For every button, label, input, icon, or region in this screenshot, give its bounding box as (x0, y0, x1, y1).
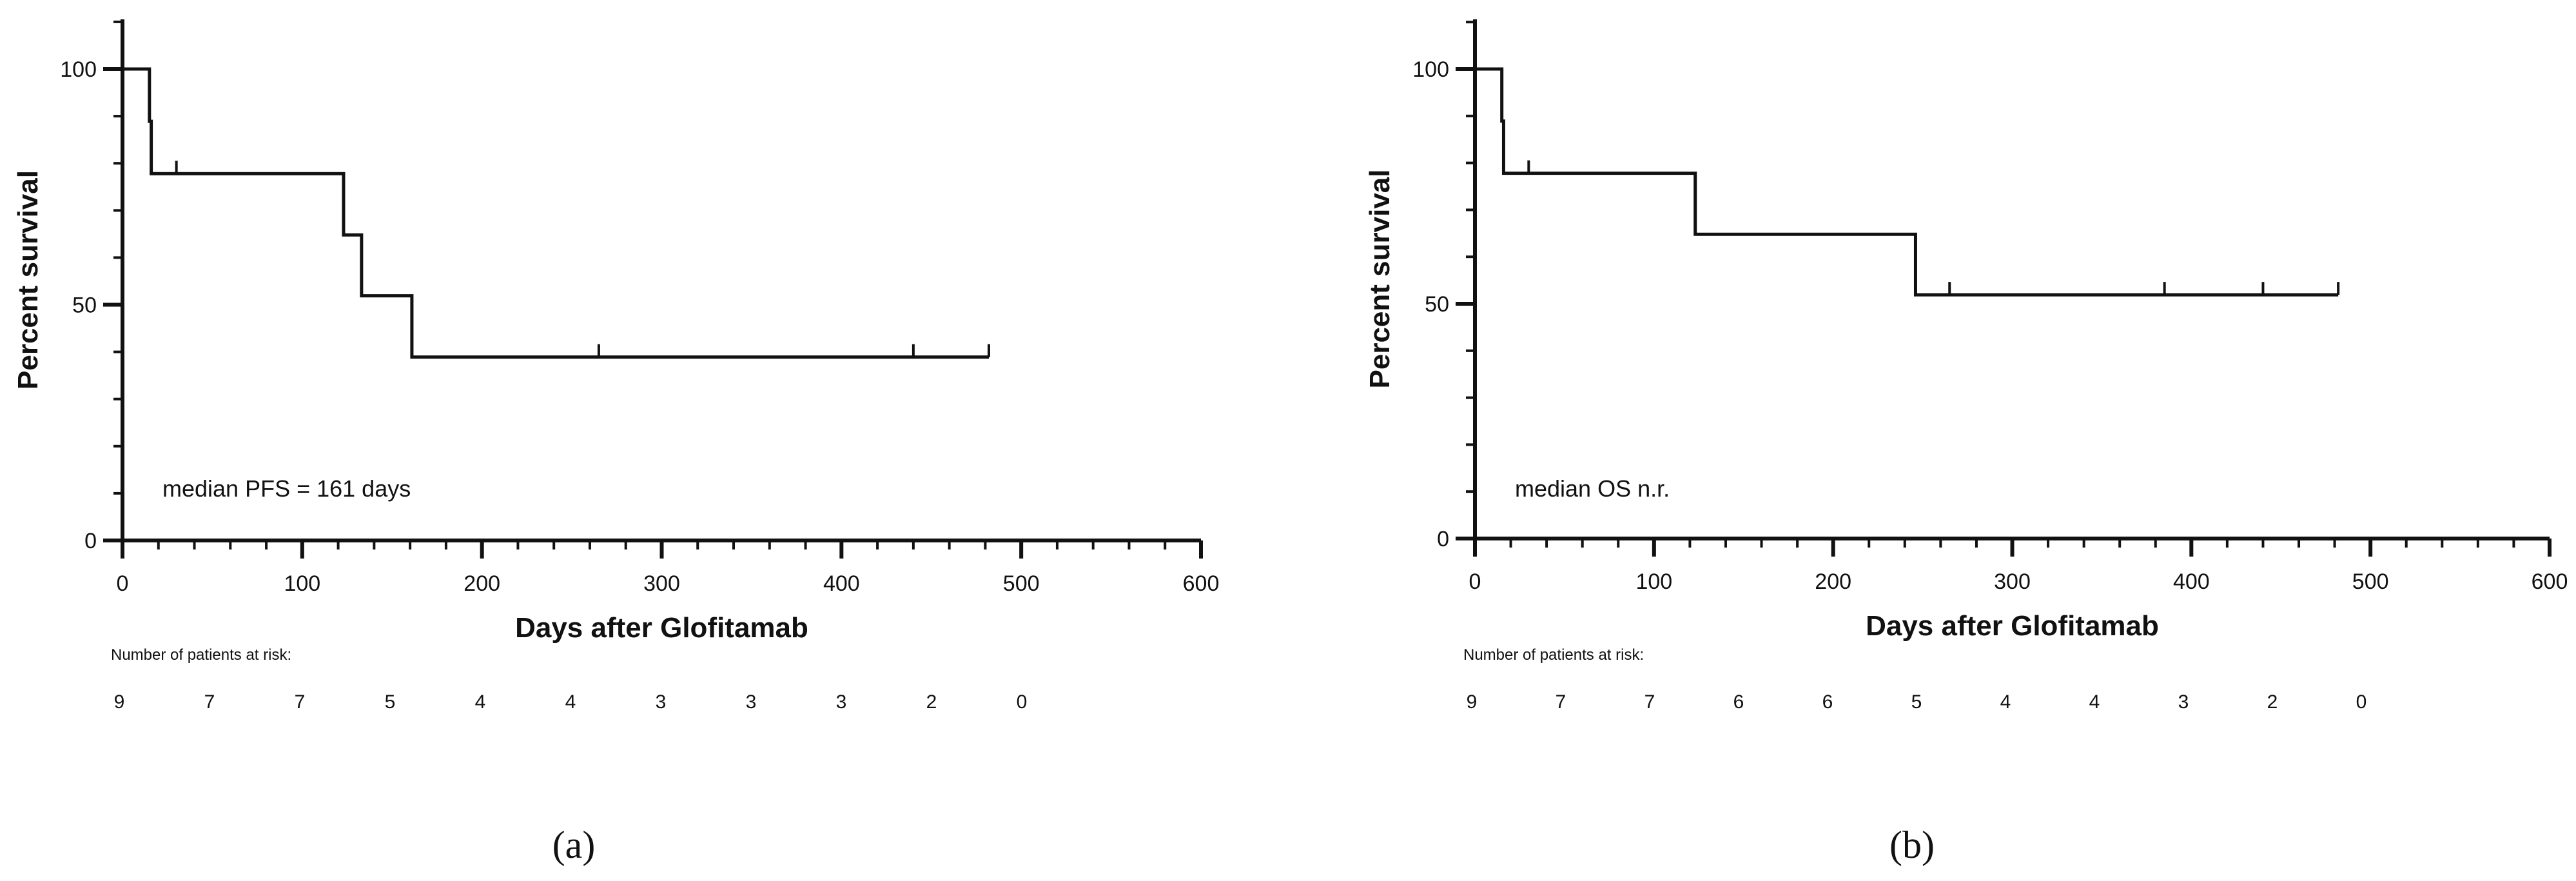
risk-count: 5 (385, 691, 396, 713)
risk-count: 7 (1556, 691, 1566, 713)
x-tick-label: 300 (643, 571, 680, 596)
x-tick-label: 200 (463, 571, 500, 596)
risk-count: 3 (2178, 691, 2189, 713)
survival-curve (1475, 67, 2339, 297)
y-axis-title: Percent survival (1364, 170, 1396, 389)
y-tick-label: 100 (1412, 57, 1449, 82)
y-tick-label: 0 (84, 529, 97, 553)
median-annotation: median OS n.r. (1515, 475, 1670, 502)
x-axis-title: Days after Glofitamab (1866, 610, 2159, 642)
y-tick-label: 100 (60, 57, 97, 82)
x-tick-label: 200 (1815, 569, 1851, 594)
risk-count: 0 (1017, 691, 1028, 713)
y-tick-label: 50 (1425, 292, 1449, 317)
risk-count: 4 (2089, 691, 2100, 713)
x-tick-label: 500 (2352, 569, 2389, 594)
risk-count: 5 (1911, 691, 1922, 713)
risk-count: 9 (1467, 691, 1478, 713)
risk-count: 7 (1644, 691, 1655, 713)
risk-count: 4 (475, 691, 486, 713)
risk-count: 4 (2000, 691, 2011, 713)
x-tick-label: 600 (1183, 571, 1220, 596)
risk-table-title: Number of patients at risk: (111, 646, 291, 664)
survival-curve (122, 67, 989, 359)
x-tick-label: 100 (284, 571, 320, 596)
median-annotation: median PFS = 161 days (162, 475, 411, 502)
risk-count: 2 (926, 691, 937, 713)
x-tick-label: 0 (117, 571, 129, 596)
x-tick-label: 100 (1635, 569, 1672, 594)
x-tick-label: 600 (2532, 569, 2568, 594)
risk-table-title: Number of patients at risk: (1463, 646, 1644, 664)
y-tick-label: 0 (1437, 527, 1449, 551)
panel-label: (b) (1889, 824, 1935, 866)
y-axis-title: Percent survival (12, 170, 44, 390)
x-tick-label: 500 (1003, 571, 1040, 596)
risk-count: 7 (204, 691, 215, 713)
y-tick-label: 50 (72, 293, 97, 318)
risk-count: 3 (836, 691, 847, 713)
x-tick-label: 0 (1469, 569, 1481, 594)
risk-count: 6 (1733, 691, 1744, 713)
risk-count: 3 (656, 691, 667, 713)
risk-count: 0 (2356, 691, 2367, 713)
risk-count: 3 (746, 691, 757, 713)
panel-label: (a) (552, 824, 596, 866)
risk-count: 4 (565, 691, 576, 713)
risk-count: 9 (114, 691, 125, 713)
x-tick-label: 400 (823, 571, 860, 596)
x-axis-title: Days after Glofitamab (515, 612, 808, 644)
x-tick-label: 400 (2173, 569, 2210, 594)
x-tick-label: 300 (1994, 569, 2031, 594)
risk-count: 2 (2267, 691, 2278, 713)
risk-count: 7 (295, 691, 306, 713)
risk-count: 6 (1822, 691, 1833, 713)
